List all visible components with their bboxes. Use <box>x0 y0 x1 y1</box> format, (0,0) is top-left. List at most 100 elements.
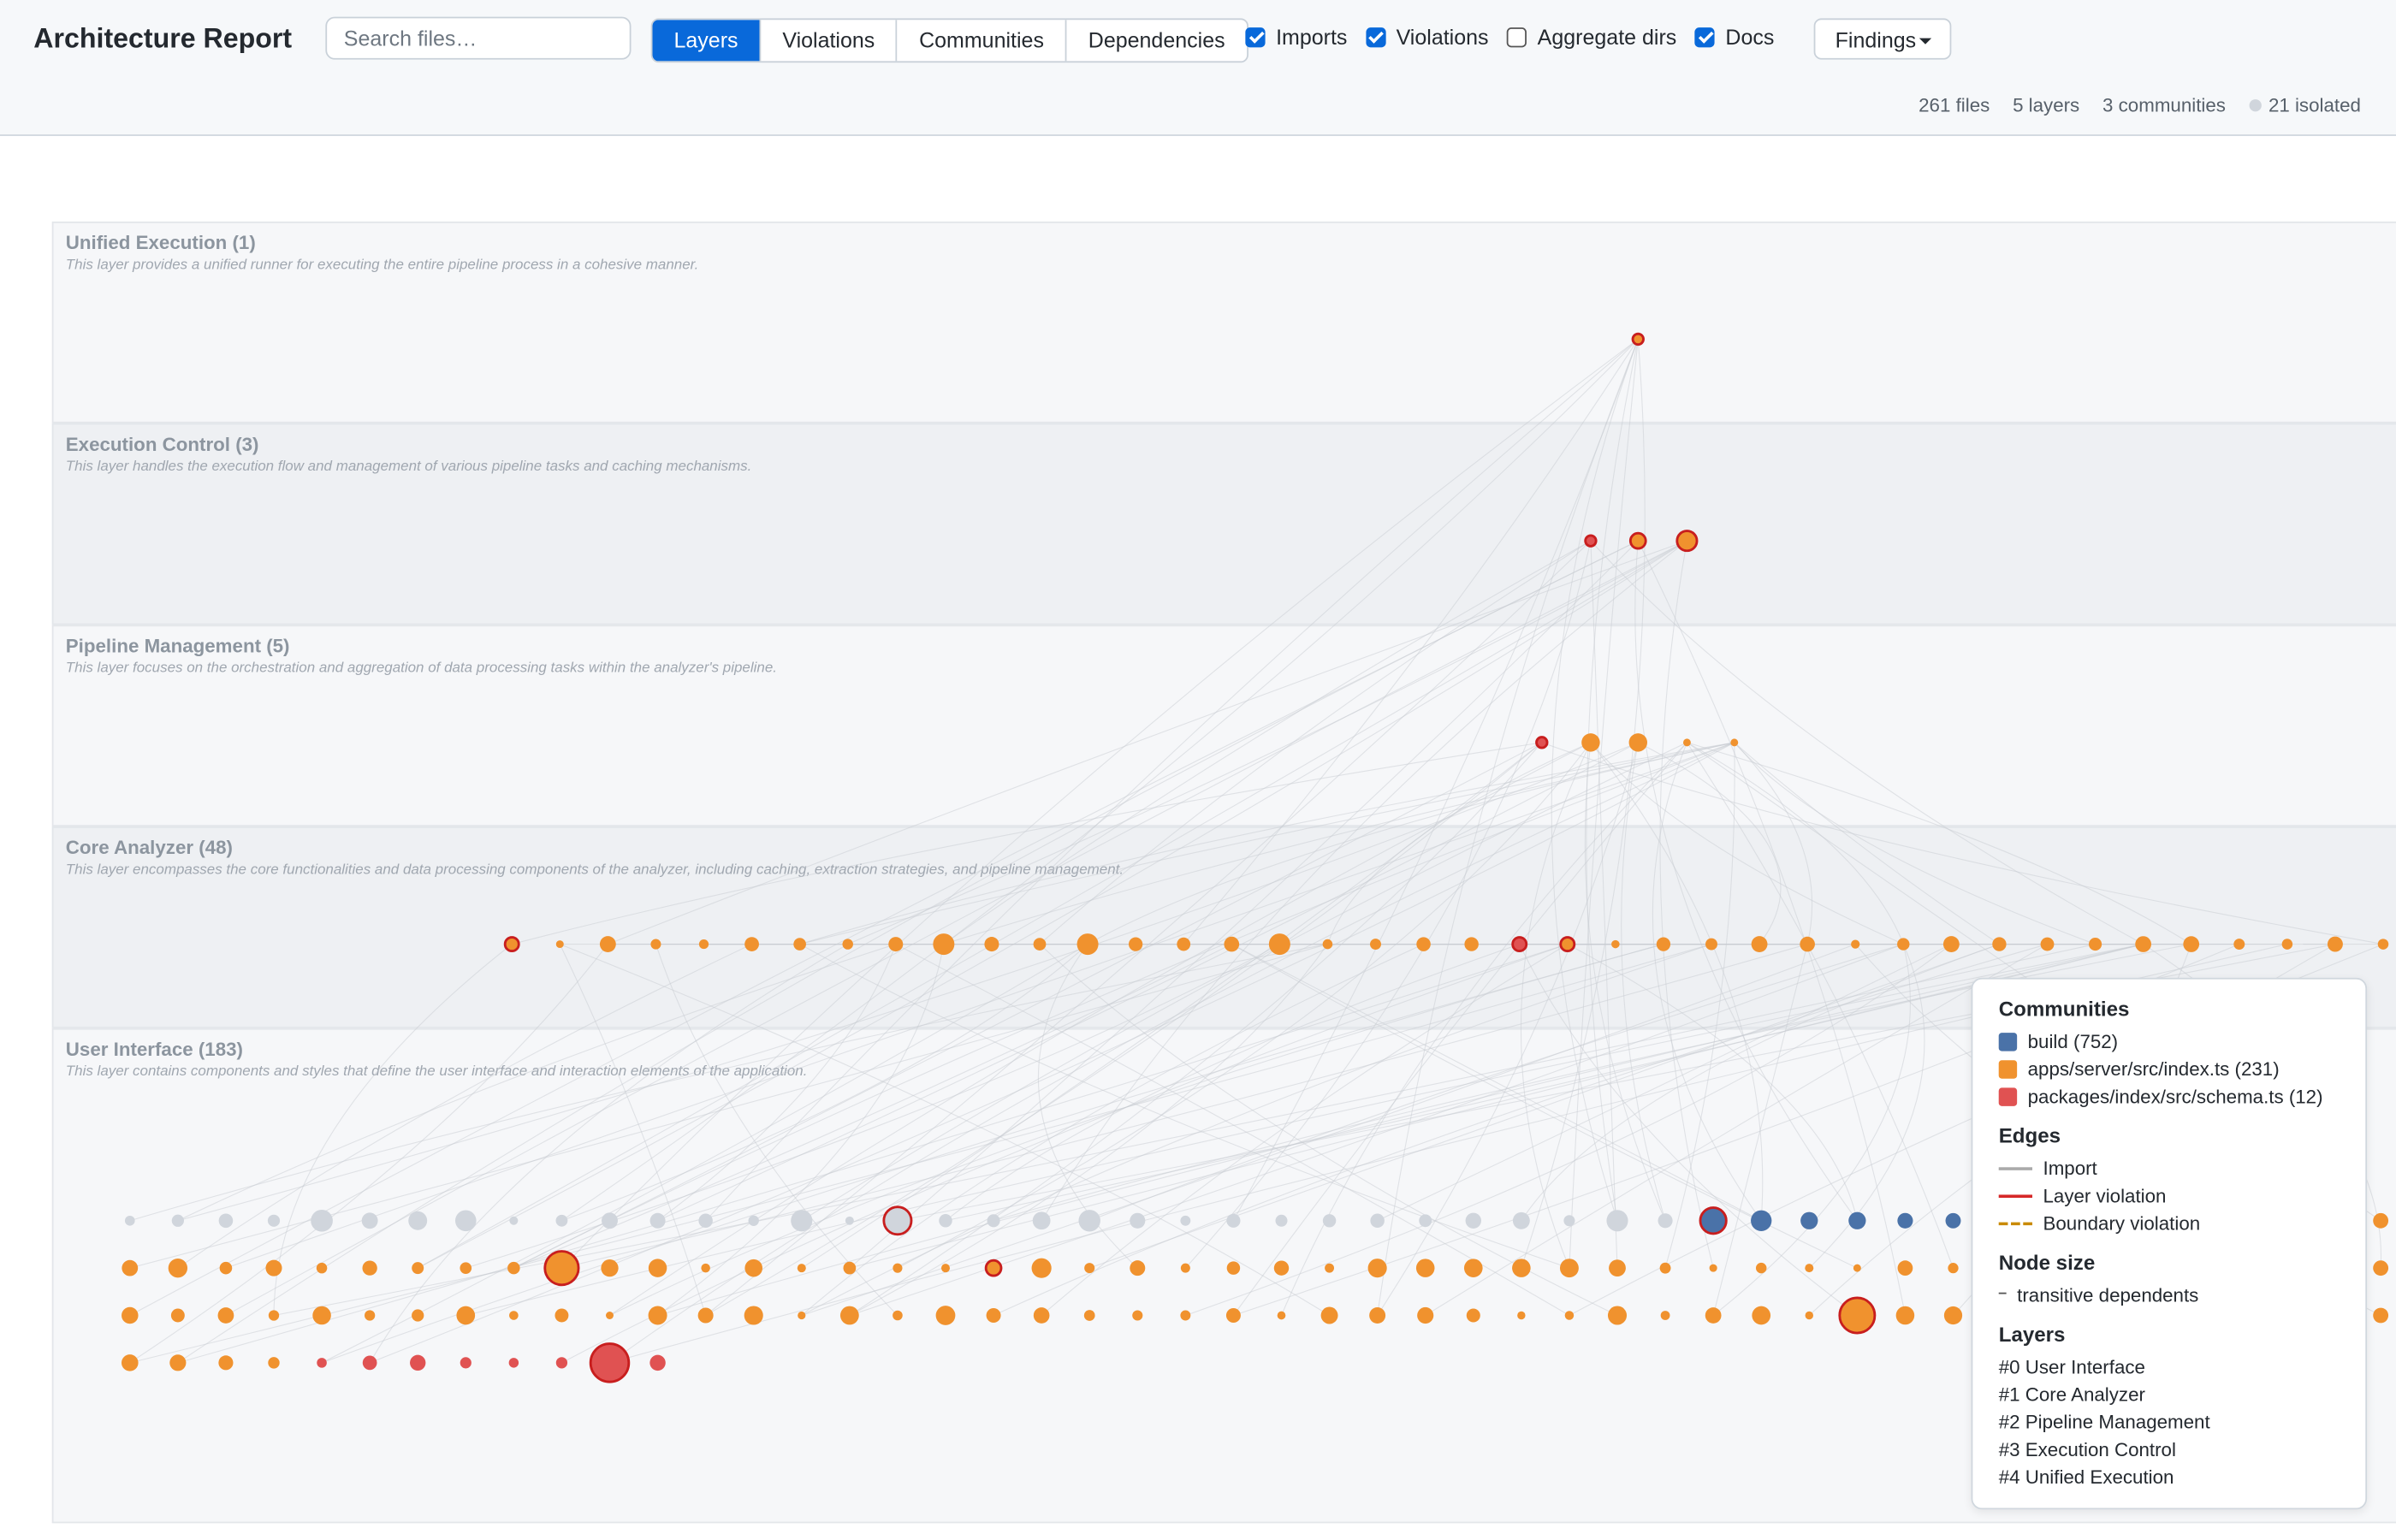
node <box>1132 1310 1143 1321</box>
findings-dropdown[interactable]: Findings <box>1813 18 1952 60</box>
size-icon <box>1998 1292 2007 1299</box>
legend-heading: Layers <box>1998 1323 2066 1347</box>
node <box>460 1357 471 1369</box>
edge <box>1734 742 2000 945</box>
edge <box>943 742 1735 945</box>
layer-name: Pipeline Management (5) <box>65 635 290 657</box>
legend-label: apps/server/src/index.ts (231) <box>2027 1058 2280 1081</box>
edge <box>561 339 1639 1222</box>
legend-item: packages/index/src/schema.ts (12) <box>1998 1083 2340 1111</box>
toggle-label: Aggregate dirs <box>1537 24 1677 50</box>
tab[interactable]: Dependencies <box>1065 20 1247 62</box>
checkbox[interactable] <box>1245 27 1266 47</box>
node <box>1699 1206 1728 1235</box>
node <box>312 1306 331 1325</box>
node <box>701 1263 710 1273</box>
node <box>1226 1213 1241 1228</box>
node <box>217 1307 234 1324</box>
search-input[interactable]: Search files… <box>325 16 632 60</box>
node <box>748 1215 759 1226</box>
node <box>893 1263 903 1273</box>
layer-name: Core Analyzer (48) <box>65 837 233 859</box>
edge <box>1231 944 1762 1222</box>
edge <box>513 742 1543 1269</box>
legend-item: #1 Core Analyzer <box>1998 1383 2145 1406</box>
edge <box>847 540 1687 945</box>
node <box>1129 937 1143 951</box>
edge <box>321 944 1088 1364</box>
node <box>933 933 955 956</box>
node <box>1031 1258 1052 1278</box>
legend-item: Boundary violation <box>1998 1210 2340 1237</box>
toggle-label: Imports <box>1276 24 1348 50</box>
toggle-label: Violations <box>1396 24 1489 50</box>
node <box>1078 1210 1100 1232</box>
node <box>2373 1212 2389 1229</box>
legend-item: apps/server/src/index.ts (231) <box>1998 1056 2340 1083</box>
node <box>845 1216 854 1225</box>
edge <box>849 944 1328 1316</box>
node <box>1709 1264 1717 1272</box>
node <box>1416 937 1431 951</box>
node <box>1659 1262 1671 1274</box>
edge <box>129 944 1328 1222</box>
edge <box>561 944 1088 1222</box>
stat: 3 communities <box>2102 95 2226 116</box>
node <box>555 1357 568 1369</box>
layer-description: This layer handles the execution flow an… <box>65 458 752 476</box>
node <box>1656 937 1671 951</box>
layer-name: Unified Execution (1) <box>65 232 256 254</box>
edge <box>1087 742 1735 945</box>
isolated-dot <box>2248 99 2262 112</box>
toggle[interactable]: Violations <box>1365 24 1489 50</box>
checkbox[interactable] <box>1365 27 1386 47</box>
edge <box>1590 742 1764 1221</box>
node <box>1033 938 1047 951</box>
edge <box>1569 339 1639 1269</box>
edge <box>801 944 1424 1316</box>
legend-item: Import <box>1998 1155 2340 1182</box>
edge <box>705 540 1592 1316</box>
node <box>1076 933 1099 956</box>
node <box>509 1216 519 1225</box>
node <box>1800 1211 1818 1229</box>
node <box>589 1342 631 1383</box>
node <box>1584 534 1598 548</box>
node <box>893 1310 903 1321</box>
node <box>1417 1306 1434 1324</box>
node <box>1322 1214 1337 1228</box>
node <box>793 938 806 951</box>
node <box>744 1306 763 1325</box>
node <box>410 1354 426 1371</box>
node <box>122 1354 139 1371</box>
tab[interactable]: Communities <box>896 20 1065 62</box>
node <box>2183 936 2200 952</box>
tab[interactable]: Layers <box>652 20 760 62</box>
toggle[interactable]: Imports <box>1245 24 1348 50</box>
node <box>1224 936 1240 952</box>
edge <box>801 742 1687 1222</box>
layer-band: Execution Control (3) This layer handles … <box>51 423 2396 625</box>
tab[interactable]: Violations <box>759 20 897 62</box>
node <box>791 1210 813 1232</box>
node <box>601 1259 619 1277</box>
node <box>2040 937 2055 951</box>
node <box>1848 1211 1866 1229</box>
node <box>1609 1259 1626 1277</box>
checkbox[interactable] <box>1694 27 1715 47</box>
legend-item: #4 Unified Execution <box>1998 1466 2174 1489</box>
node <box>311 1209 333 1232</box>
edge-sample <box>1998 1222 2032 1226</box>
edge <box>943 540 1592 945</box>
node <box>316 1262 328 1274</box>
node <box>1628 531 1647 550</box>
node <box>508 1358 519 1368</box>
toggle[interactable]: Docs <box>1694 25 1774 49</box>
node <box>744 937 759 951</box>
node <box>408 1211 428 1230</box>
node <box>1177 937 1191 951</box>
legend-label: build (752) <box>2027 1031 2119 1053</box>
toggle[interactable]: Aggregate dirs <box>1506 24 1677 50</box>
checkbox[interactable] <box>1506 27 1527 47</box>
